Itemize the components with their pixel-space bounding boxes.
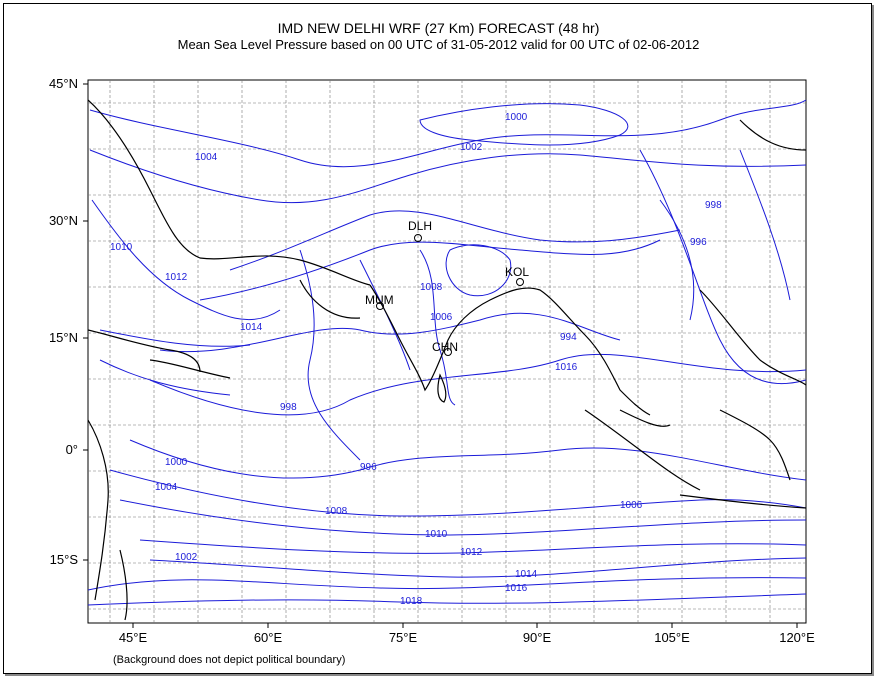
isobar-label: 1012 xyxy=(165,272,188,283)
lon-label: 60°E xyxy=(254,630,283,645)
footer-note: (Background does not depict political bo… xyxy=(113,654,346,666)
isobar-label: 1004 xyxy=(195,152,218,163)
isobar-label: 1016 xyxy=(505,583,528,594)
isobar-label: 1002 xyxy=(175,552,198,563)
lon-label: 120°E xyxy=(779,630,815,645)
isobar-label: 1010 xyxy=(425,529,448,540)
isobar-label: 994 xyxy=(560,332,577,343)
graticule xyxy=(88,80,806,623)
isobar-label: 1008 xyxy=(420,282,443,293)
lon-label: 90°E xyxy=(523,630,552,645)
lon-label: 75°E xyxy=(389,630,418,645)
station-marker xyxy=(414,234,422,242)
isobar-label: 1000 xyxy=(505,112,528,123)
lat-label: 45°N xyxy=(49,76,78,91)
isobar-label: 1008 xyxy=(325,506,348,517)
lat-label: 15°S xyxy=(50,552,79,567)
lat-label: 30°N xyxy=(49,213,78,228)
isobar-label: 1000 xyxy=(165,457,188,468)
station-label: DLH xyxy=(408,219,432,233)
isobar-label: 1016 xyxy=(555,362,578,373)
station-marker xyxy=(444,348,452,356)
station-marker xyxy=(376,302,384,310)
isobar-label: 1006 xyxy=(430,312,453,323)
stations: DLH KOL MUM CHN xyxy=(365,219,529,356)
isobar-label: 998 xyxy=(705,200,722,211)
lon-label: 45°E xyxy=(119,630,148,645)
station-marker xyxy=(516,278,524,286)
isobar-label: 1010 xyxy=(110,242,133,253)
isobar-lines xyxy=(88,99,806,606)
isobar-label: 1018 xyxy=(400,596,423,607)
station-label: KOL xyxy=(505,265,529,279)
station-label: CHN xyxy=(432,340,458,354)
lon-label: 105°E xyxy=(654,630,690,645)
station-label: MUM xyxy=(365,293,394,307)
isobar-label: 996 xyxy=(360,462,377,473)
axis-labels: 45°N 30°N 15°N 0° 15°S 45°E 60°E 75°E 90°E 105°E 1… xyxy=(49,76,815,645)
isobar-label: 998 xyxy=(280,402,297,413)
isobar-label: 1014 xyxy=(240,322,263,333)
isobar-label: 1012 xyxy=(460,547,483,558)
isobar-label: 996 xyxy=(690,237,707,248)
lat-label: 0° xyxy=(66,442,78,457)
isobar-label: 1002 xyxy=(460,142,483,153)
map-frame xyxy=(3,3,872,674)
map-title: IMD NEW DELHI WRF (27 Km) FORECAST (48 h… xyxy=(277,20,600,36)
isobar-label: 1014 xyxy=(515,569,538,580)
coastlines xyxy=(88,99,806,621)
plot-area xyxy=(87,79,807,624)
lat-label: 15°N xyxy=(49,330,78,345)
isobar-labels: 1018 1016 1014 1012 1010 1008 1006 1004 1002 1000… xyxy=(110,112,722,607)
map-subtitle: Mean Sea Level Pressure based on 00 UTC … xyxy=(177,37,700,52)
isobar-label: 1004 xyxy=(155,482,178,493)
isobar-label: 1006 xyxy=(620,500,643,511)
